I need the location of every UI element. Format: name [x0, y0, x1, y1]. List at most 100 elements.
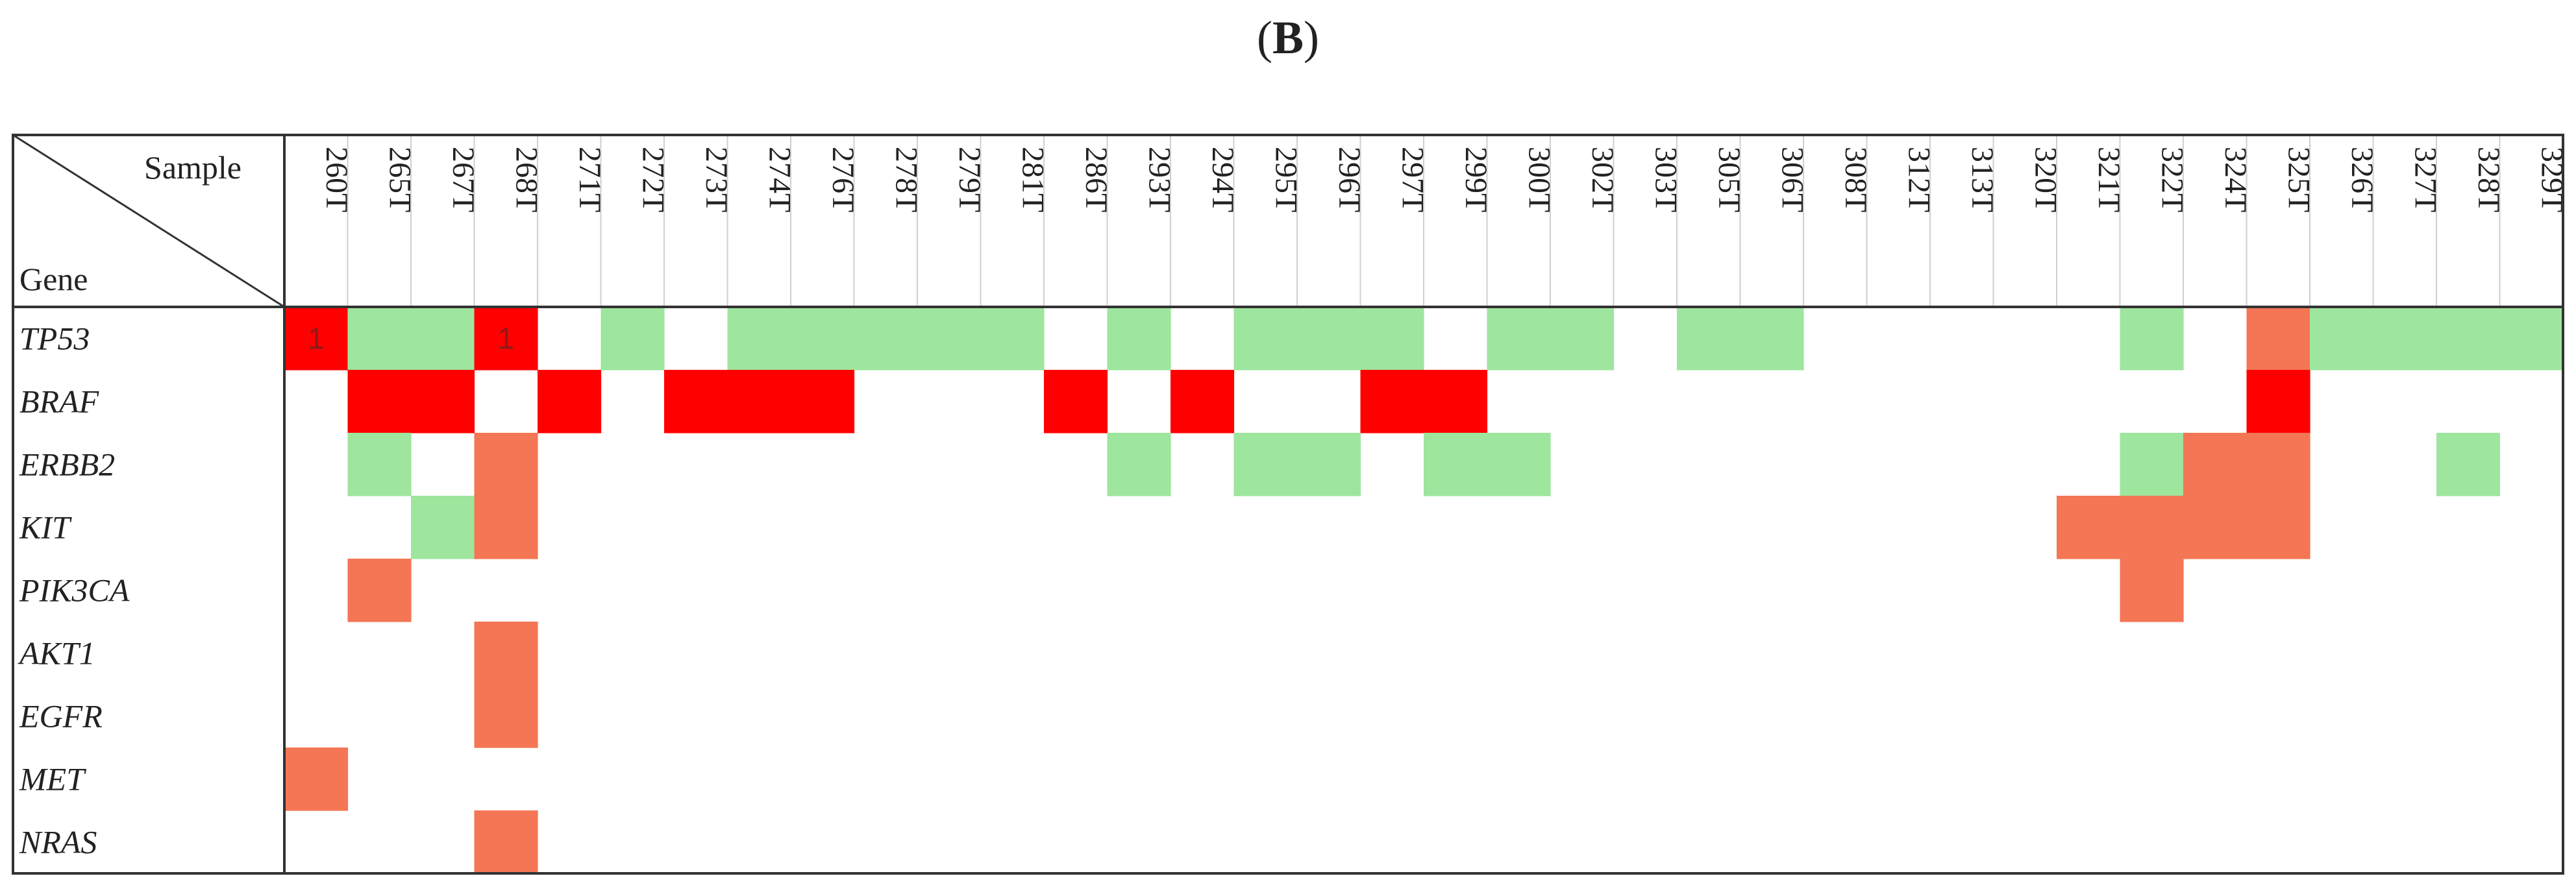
- heatmap-cell-ERBB2-299T: [1424, 433, 1488, 496]
- heatmap-cell-TP53-297T: [1360, 307, 1424, 371]
- cell-annotation-label: 1: [497, 322, 514, 356]
- sample-label: 260T: [319, 147, 354, 212]
- sample-label: 306T: [1775, 147, 1809, 212]
- sample-label: 302T: [1585, 147, 1620, 212]
- heatmap-cell-TP53-305T: [1677, 307, 1741, 371]
- heatmap-cell-TP53-267T: [411, 307, 475, 371]
- sample-label: 327T: [2408, 147, 2442, 212]
- gene-label: MET: [19, 761, 86, 797]
- heatmap-cell-EGFR-268T: [474, 685, 538, 748]
- heatmap-cell-BRAF-265T: [347, 370, 412, 433]
- table-frame: [12, 134, 2564, 875]
- panel-letter: B: [1272, 12, 1304, 64]
- heatmap-cell-TP53-306T: [1740, 307, 1804, 371]
- sample-label: 278T: [889, 147, 923, 212]
- heatmap-cell-ERBB2-265T: [347, 433, 412, 496]
- sample-label: 308T: [1839, 147, 1873, 212]
- gene-label: TP53: [19, 321, 90, 357]
- heatmap-cell-TP53-260T: [284, 307, 349, 371]
- heatmap-cell-TP53-274T: [727, 307, 791, 371]
- heatmap-cell-BRAF-276T: [791, 370, 855, 433]
- sample-label: 321T: [2092, 147, 2126, 212]
- sample-label: 299T: [1459, 147, 1493, 212]
- sample-label: 303T: [1648, 147, 1683, 212]
- sample-label: 312T: [1901, 147, 1936, 212]
- heatmap-cell-PIK3CA-322T: [2120, 559, 2184, 622]
- heatmap-cell-BRAF-325T: [2246, 370, 2310, 433]
- heatmap-cell-BRAF-294T: [1170, 370, 1235, 433]
- heatmap-cell-TP53-300T: [1487, 307, 1551, 371]
- sample-label: 305T: [1712, 147, 1746, 212]
- gene-label: ERBB2: [19, 446, 115, 483]
- heatmap-cell-ERBB2-296T: [1297, 433, 1361, 496]
- gene-label: AKT1: [18, 635, 95, 672]
- sample-label: 326T: [2345, 147, 2379, 212]
- heatmap-cell-TP53-265T: [347, 307, 412, 371]
- gene-label: PIK3CA: [19, 572, 130, 609]
- heatmap-cell-TP53-295T: [1233, 307, 1298, 371]
- gene-label: NRAS: [19, 824, 97, 860]
- sample-label: 320T: [2028, 147, 2062, 212]
- heatmap-cell-TP53-293T: [1107, 307, 1171, 371]
- heatmap-cell-TP53-325T: [2246, 307, 2310, 371]
- cell-annotation-label: 1: [308, 322, 325, 356]
- heatmap-cell-TP53-268T: [474, 307, 538, 371]
- sample-label: 267T: [446, 147, 480, 212]
- heatmap-cell-NRAS-268T: [474, 810, 538, 874]
- sample-label: 286T: [1079, 147, 1113, 212]
- gene-label: KIT: [19, 509, 72, 546]
- heatmap-cell-BRAF-299T: [1424, 370, 1488, 433]
- row-axis-label: Gene: [19, 261, 88, 297]
- sample-label: 313T: [1965, 147, 2000, 212]
- heatmap-cell-KIT-321T: [2057, 496, 2121, 559]
- heatmap-cell-TP53-326T: [2310, 307, 2374, 371]
- sample-label: 295T: [1269, 147, 1303, 212]
- sample-label: 271T: [573, 147, 607, 212]
- panel-label: (B): [1257, 12, 1319, 64]
- sample-label: 293T: [1142, 147, 1176, 212]
- sample-label: 265T: [382, 147, 417, 212]
- heatmap-cell-BRAF-273T: [664, 370, 728, 433]
- heatmap-cell-ERBB2-322T: [2120, 433, 2184, 496]
- heatmap-cell-TP53-281T: [980, 307, 1045, 371]
- heatmap-cell-BRAF-286T: [1044, 370, 1108, 433]
- sample-label: 272T: [636, 147, 670, 212]
- heatmap-cell-KIT-322T: [2120, 496, 2184, 559]
- heatmap-cell-TP53-329T: [2499, 307, 2564, 371]
- heatmap-cell-KIT-267T: [411, 496, 475, 559]
- heatmap-cell-ERBB2-324T: [2183, 433, 2248, 496]
- heatmap-cell-MET-260T: [284, 747, 349, 811]
- heatmap-cell-TP53-278T: [854, 307, 918, 371]
- gene-label: EGFR: [19, 698, 103, 735]
- heatmap-cell-ERBB2-325T: [2246, 433, 2310, 496]
- heatmap-cell-ERBB2-293T: [1107, 433, 1171, 496]
- sample-label: 300T: [1522, 147, 1556, 212]
- heatmap-cell-PIK3CA-265T: [347, 559, 412, 622]
- sample-label: 296T: [1332, 147, 1367, 212]
- sample-label: 294T: [1206, 147, 1240, 212]
- heatmap-cell-BRAF-297T: [1360, 370, 1424, 433]
- sample-label: 324T: [2218, 147, 2253, 212]
- column-axis-label: Sample: [144, 149, 242, 186]
- sample-label: 325T: [2281, 147, 2316, 212]
- heatmap-cell-KIT-268T: [474, 496, 538, 559]
- sample-label: 279T: [952, 147, 987, 212]
- heatmap-cell-AKT1-268T: [474, 622, 538, 685]
- sample-label: 328T: [2471, 147, 2506, 212]
- sample-label: 268T: [509, 147, 543, 212]
- heatmap-cell-TP53-296T: [1297, 307, 1361, 371]
- sample-label: 273T: [699, 147, 734, 212]
- corner-diagonal: [12, 134, 285, 308]
- heatmap-cell-TP53-272T: [601, 307, 665, 371]
- gene-label: BRAF: [19, 383, 99, 420]
- heatmap-cell-TP53-302T: [1550, 307, 1615, 371]
- heatmap-cell-ERBB2-268T: [474, 433, 538, 496]
- heatmap-cell-TP53-327T: [2373, 307, 2437, 371]
- sample-label: 274T: [762, 147, 797, 212]
- heatmap-cell-BRAF-271T: [538, 370, 602, 433]
- heatmap-cell-TP53-322T: [2120, 307, 2184, 371]
- heatmap-cell-KIT-324T: [2183, 496, 2248, 559]
- heatmap-cell-KIT-325T: [2246, 496, 2310, 559]
- heatmap-cell-TP53-279T: [917, 307, 982, 371]
